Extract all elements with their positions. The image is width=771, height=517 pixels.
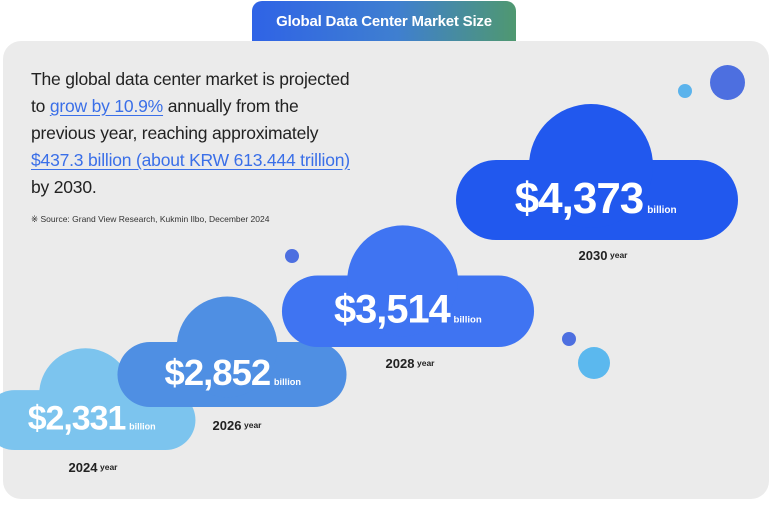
year-label-2026: 2026 (213, 418, 242, 433)
cloud-puff (39, 348, 132, 442)
value-label-2026: $2,852 (165, 352, 271, 393)
value-label-2024: $2,331 (28, 400, 126, 438)
cloud-2030 (456, 104, 738, 240)
deco-dot (285, 249, 299, 263)
unit-label: billion (129, 422, 156, 432)
cloud-2026 (117, 296, 347, 407)
year-label-2030: 2030 (579, 248, 608, 263)
desc-part3: by 2030. (31, 177, 97, 197)
cloud-puff (176, 296, 278, 398)
source-note: ※ Source: Grand View Research, Kukmin Il… (31, 214, 270, 224)
deco-dot (562, 332, 576, 346)
desc-part2: annually from the previous year, reachin… (31, 96, 319, 143)
cloud-puff (529, 104, 653, 228)
year-label-2028: 2028 (386, 356, 415, 371)
description-text: The global data center market is project… (31, 66, 361, 201)
growth-rate-highlight: grow by 10.9% (49, 96, 164, 116)
year-suffix: year (417, 358, 435, 368)
chart-title: Global Data Center Market Size (276, 12, 492, 30)
cloud-puff (347, 225, 459, 337)
deco-dot (710, 65, 745, 100)
year-suffix: year (100, 462, 118, 472)
deco-dot (578, 347, 610, 379)
chart-title-tab: Global Data Center Market Size (252, 1, 516, 41)
year-suffix: year (610, 250, 628, 260)
unit-label: billion (454, 315, 482, 326)
desc-part1: The global data center market is project… (31, 69, 350, 116)
year-label-2024: 2024 (69, 460, 99, 475)
cloud-2028 (281, 225, 535, 347)
market-value-highlight: $437.3 billion (about KRW 613.444 trilli… (31, 150, 350, 170)
value-label-2030: $4,373 (515, 174, 644, 223)
deco-dot (678, 84, 692, 98)
unit-label: billion (274, 377, 301, 387)
year-suffix: year (244, 420, 262, 430)
unit-label: billion (647, 205, 676, 216)
value-label-2028: $3,514 (334, 288, 451, 332)
